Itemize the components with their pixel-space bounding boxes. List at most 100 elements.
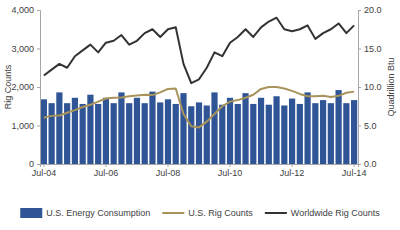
bar [72,98,78,164]
tick-mark [37,10,40,11]
bar [211,92,217,164]
bar [235,104,241,164]
tick: Jul-10 [218,164,243,178]
line [44,18,354,83]
tick-label: Jul-14 [342,168,367,178]
legend-item: Worldwide Rig Counts [265,208,380,218]
tick-mark [358,10,361,11]
bar [165,99,171,164]
legend-label: Worldwide Rig Counts [291,208,380,218]
bar [142,103,148,164]
tick-label: 4,000 [11,5,34,15]
tick: 10.0 [358,82,382,92]
y-axis-title: Rig Counts [3,64,13,109]
chart: 01,0002,0003,0004,0000.05.010.015.020.0J… [0,0,400,230]
bar [196,102,202,164]
line [44,87,354,127]
tick-label: 15.0 [364,44,382,54]
bar [41,99,47,164]
bar [204,105,210,164]
tick: 1,000 [11,121,40,131]
bar [118,92,124,164]
legend-swatch [20,208,42,218]
axis-line [37,11,41,165]
legend: U.S. Energy Consumption U.S. Rig Counts Wo… [20,208,380,218]
y-axis: 01,0002,0003,0004,000 [11,5,40,169]
tick-label: Jul-10 [218,168,243,178]
tick-mark [37,164,40,165]
tick-mark [105,164,106,167]
bar [258,98,264,164]
tick-mark [358,126,361,127]
tick-label: 2,000 [11,82,34,92]
tick: 4,000 [11,5,40,15]
tick-mark [358,49,361,50]
tick: 5.0 [358,121,377,131]
bar [320,100,326,164]
bar [273,96,279,164]
bar [103,98,109,164]
bar [111,103,117,164]
bar [281,105,287,164]
tick-mark [292,164,293,167]
tick-mark [230,164,231,167]
chart-container: 01,0002,0003,0004,0000.05.010.015.020.0J… [0,0,400,230]
y2-axis-title: Quadrillion Btu [386,57,396,116]
bar [134,98,140,164]
bar [56,92,62,164]
tick-label: Jul-04 [32,168,57,178]
tick-mark [37,126,40,127]
bar [95,104,101,164]
bar [188,106,194,164]
bar [126,103,132,164]
legend-label: U.S. Energy Consumption [46,208,150,218]
bar [351,100,357,164]
tick-label: 3,000 [11,44,34,54]
bar [336,90,342,164]
tick: 2,000 [11,82,40,92]
tick-mark [37,49,40,50]
tick-label: Jul-08 [156,168,181,178]
tick-label: 1,000 [11,121,34,131]
tick-mark [358,87,361,88]
tick-mark [354,164,355,167]
bar [157,102,163,164]
plot-area [41,18,357,164]
tick: Jul-06 [94,164,119,178]
bar [250,104,256,164]
legend-label: U.S. Rig Counts [188,208,253,218]
bar [227,98,233,164]
tick-label: Jul-12 [280,168,305,178]
tick: 3,000 [11,44,40,54]
legend-swatch [162,212,184,214]
bar [328,103,334,164]
y2-axis: 0.05.010.015.020.0 [358,5,382,169]
tick-label: 10.0 [364,82,382,92]
tick-mark [167,164,168,167]
axis-line [41,165,359,168]
tick-label: 20.0 [364,5,382,15]
tick: Jul-04 [32,164,57,178]
bar [49,103,55,164]
bar [80,104,86,164]
x-axis: Jul-04 Jul-06 Jul-08 Jul-10 Jul-12 Jul-14 [32,164,367,178]
tick: Jul-12 [280,164,305,178]
tick: Jul-14 [342,164,367,178]
tick-mark [37,87,40,88]
bar [312,103,318,164]
bar [266,105,272,164]
bar [304,92,310,164]
bar [219,105,225,164]
bar [149,92,155,164]
bar [242,93,248,164]
tick: 20.0 [358,5,382,15]
tick-mark [43,164,44,167]
tick-label: Jul-06 [94,168,119,178]
legend-item: U.S. Rig Counts [162,208,253,218]
bar [173,104,179,164]
bar [343,103,349,164]
tick: Jul-08 [156,164,181,178]
legend-item: U.S. Energy Consumption [20,208,150,218]
bar [289,99,295,164]
bar [297,104,303,164]
